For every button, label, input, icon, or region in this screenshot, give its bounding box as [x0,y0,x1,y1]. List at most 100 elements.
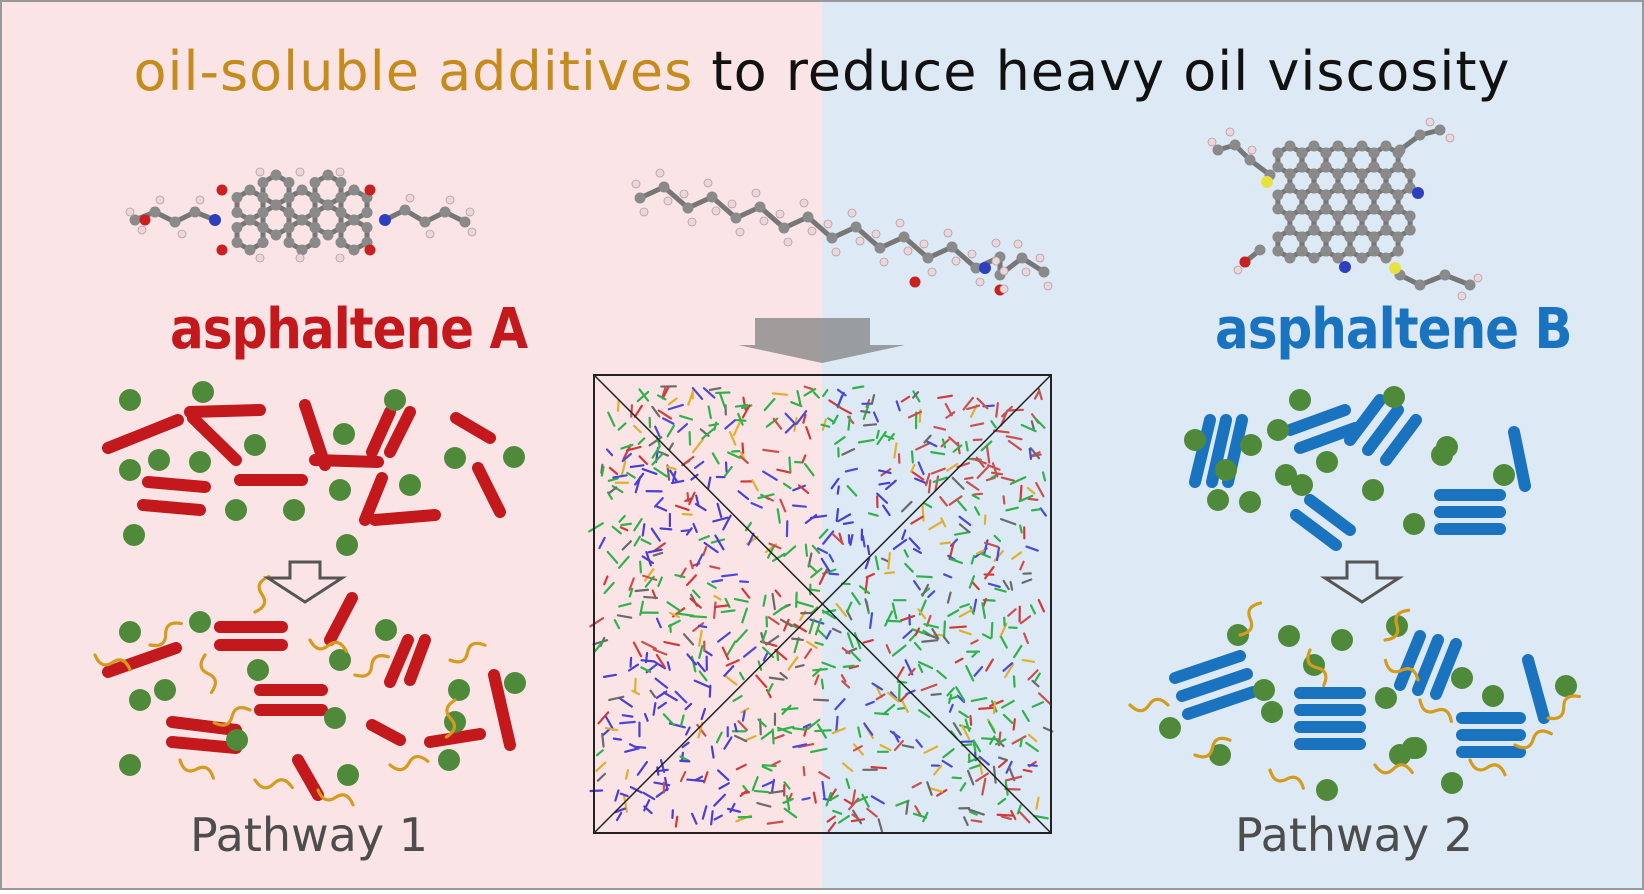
atom [310,222,321,233]
md-bond [1032,509,1040,510]
atom [1333,183,1344,194]
md-bond [1029,765,1037,766]
nitrogen-atom [1412,187,1424,199]
atom [257,222,268,233]
atom [1440,270,1451,281]
atom [947,242,958,253]
md-bond [844,666,854,667]
asphaltene-a-sheet [430,734,480,742]
atom [258,177,269,188]
atom [335,177,346,188]
md-bond [970,716,971,725]
md-bond [710,686,711,697]
page-title: oil-soluble additives to reduce heavy oi… [0,40,1644,103]
md-bond [621,524,631,525]
atom [1380,211,1391,222]
asphaltene-a-sheet [143,505,200,510]
md-bond [898,682,906,683]
hydrogen-atom [872,230,880,238]
hydrogen-atom [1474,274,1482,282]
atom [1272,232,1283,243]
atom [1395,145,1406,156]
resin-dot [1383,386,1405,408]
atom [1333,253,1344,264]
resin-dot [329,479,351,501]
md-bond [875,713,888,714]
atom [1393,232,1404,243]
nitrogen-atom [209,214,221,226]
md-bond [591,790,603,791]
resin-dot [123,524,145,546]
md-bond [979,708,995,709]
md-bond [635,747,645,748]
atom [1333,225,1344,236]
asphaltene-a-sheet [375,515,435,520]
hydrogen-atom [952,257,960,265]
atom [283,207,294,218]
resin-dot [1303,654,1325,676]
resin-dot [333,423,355,445]
resin-dot [1331,629,1353,651]
md-bond [742,443,743,452]
atom [1381,225,1392,236]
hydrogen-atom [406,194,414,202]
atom [1381,253,1392,264]
md-bond [861,411,869,412]
atom [150,207,161,218]
atom [310,177,321,188]
md-bond [711,811,712,824]
md-bond [643,524,645,535]
atom [258,207,269,218]
atom [460,217,471,228]
hydrogen-atom [944,229,952,237]
atom [1284,211,1295,222]
sulfur-atom [1389,262,1401,274]
md-bond [929,480,930,492]
atom [1285,225,1296,236]
md-bond [814,700,828,701]
atom [1296,148,1307,159]
resin-dot [225,499,247,521]
oxygen-atom [1240,257,1251,268]
md-bond [614,739,621,740]
resin-dot [1267,419,1289,441]
resin-dot [1362,479,1384,501]
atom [1332,169,1343,180]
md-bond [699,626,706,627]
hydrogen-atom [1234,266,1242,274]
md-bond [982,738,998,739]
atom [1230,140,1241,151]
md-bond [994,702,995,713]
md-bond [620,722,635,723]
oxygen-atom [910,277,921,288]
resin-dot [189,451,211,473]
hydrogen-atom [856,237,864,245]
resin-dot [1555,675,1577,697]
hydrogen-atom [848,209,856,217]
resin-dot [384,389,406,411]
hydrogen-atom [256,254,264,262]
atom [1320,232,1331,243]
md-bond [829,574,838,575]
atom [1308,211,1319,222]
asphaltene-a-label: asphaltene A [170,297,527,362]
atom [1345,162,1356,173]
resin-dot [1289,389,1311,411]
atom [1393,246,1404,257]
atom [1357,253,1368,264]
atom [1272,190,1283,201]
atom [803,212,814,223]
resin-dot [1375,687,1397,709]
md-bond [822,680,823,689]
md-bond [682,530,689,531]
atom [1357,225,1368,236]
atom [1393,204,1404,215]
atom [1405,211,1416,222]
hydrogen-atom [1446,134,1454,142]
atom [310,192,321,203]
resin-dot [192,381,214,403]
atom [440,207,451,218]
resin-dot [119,459,141,481]
